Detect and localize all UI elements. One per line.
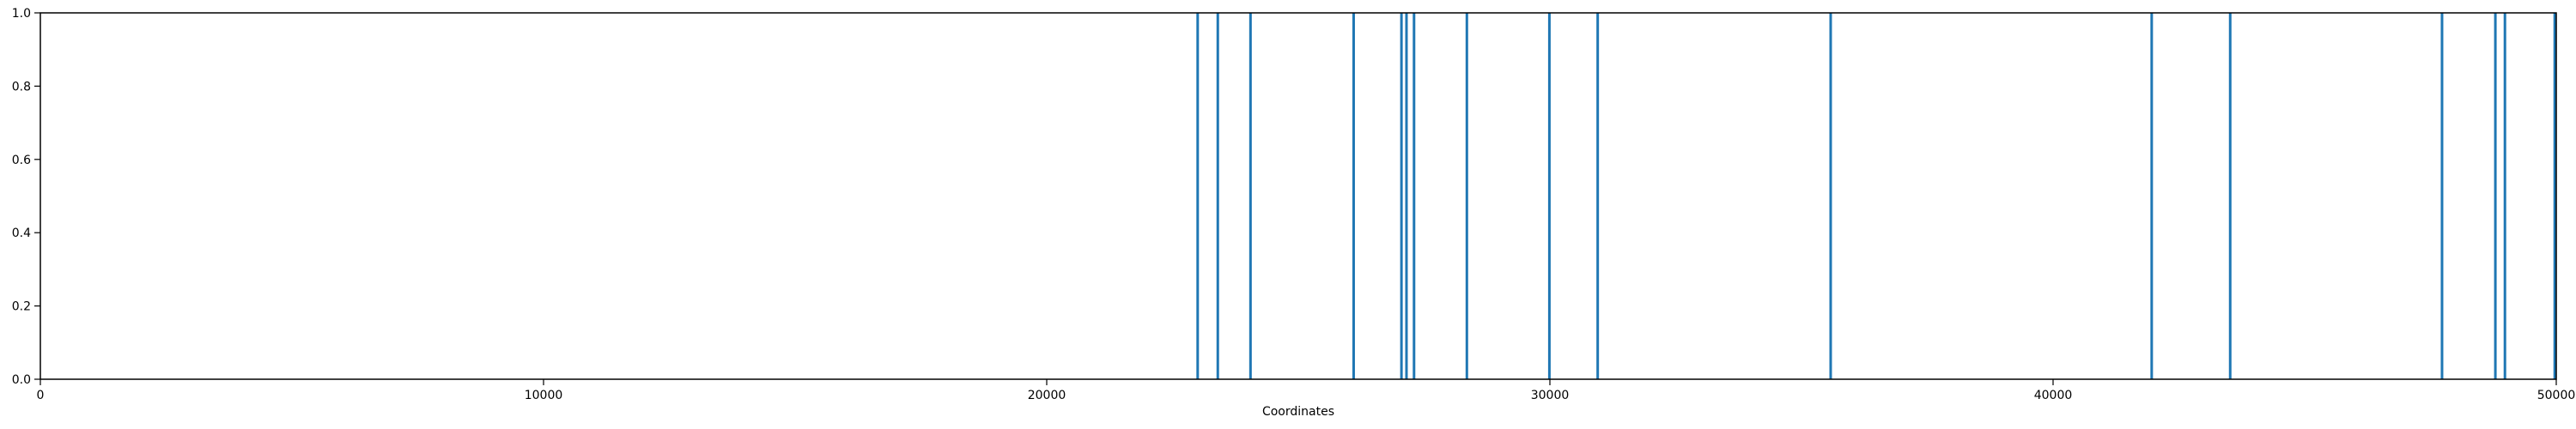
- x-tick-label: 10000: [525, 389, 563, 402]
- x-tick-label: 30000: [1531, 389, 1570, 402]
- x-axis-ticks: 0 10000 20000 30000 40000 50000: [37, 379, 2576, 402]
- x-tick-label: 20000: [1028, 389, 1066, 402]
- x-axis-label: Coordinates: [1262, 405, 1334, 419]
- spike-series: [1196, 13, 2556, 379]
- y-tick-label: 0.2: [12, 300, 31, 314]
- y-tick-label: 0.6: [12, 154, 31, 167]
- x-tick-label: 50000: [2537, 389, 2576, 402]
- x-tick-label: 0: [37, 389, 45, 402]
- y-tick-label: 1.0: [12, 7, 31, 21]
- y-axis-ticks: 0.0 0.2 0.4 0.6 0.8 1.0: [12, 7, 40, 387]
- plot-background: [40, 13, 2556, 379]
- y-tick-label: 0.0: [12, 373, 31, 387]
- plot-frame: [39, 12, 2557, 380]
- x-tick-label: 40000: [2034, 389, 2073, 402]
- y-tick-label: 0.8: [12, 80, 31, 94]
- y-tick-label: 0.4: [12, 227, 31, 240]
